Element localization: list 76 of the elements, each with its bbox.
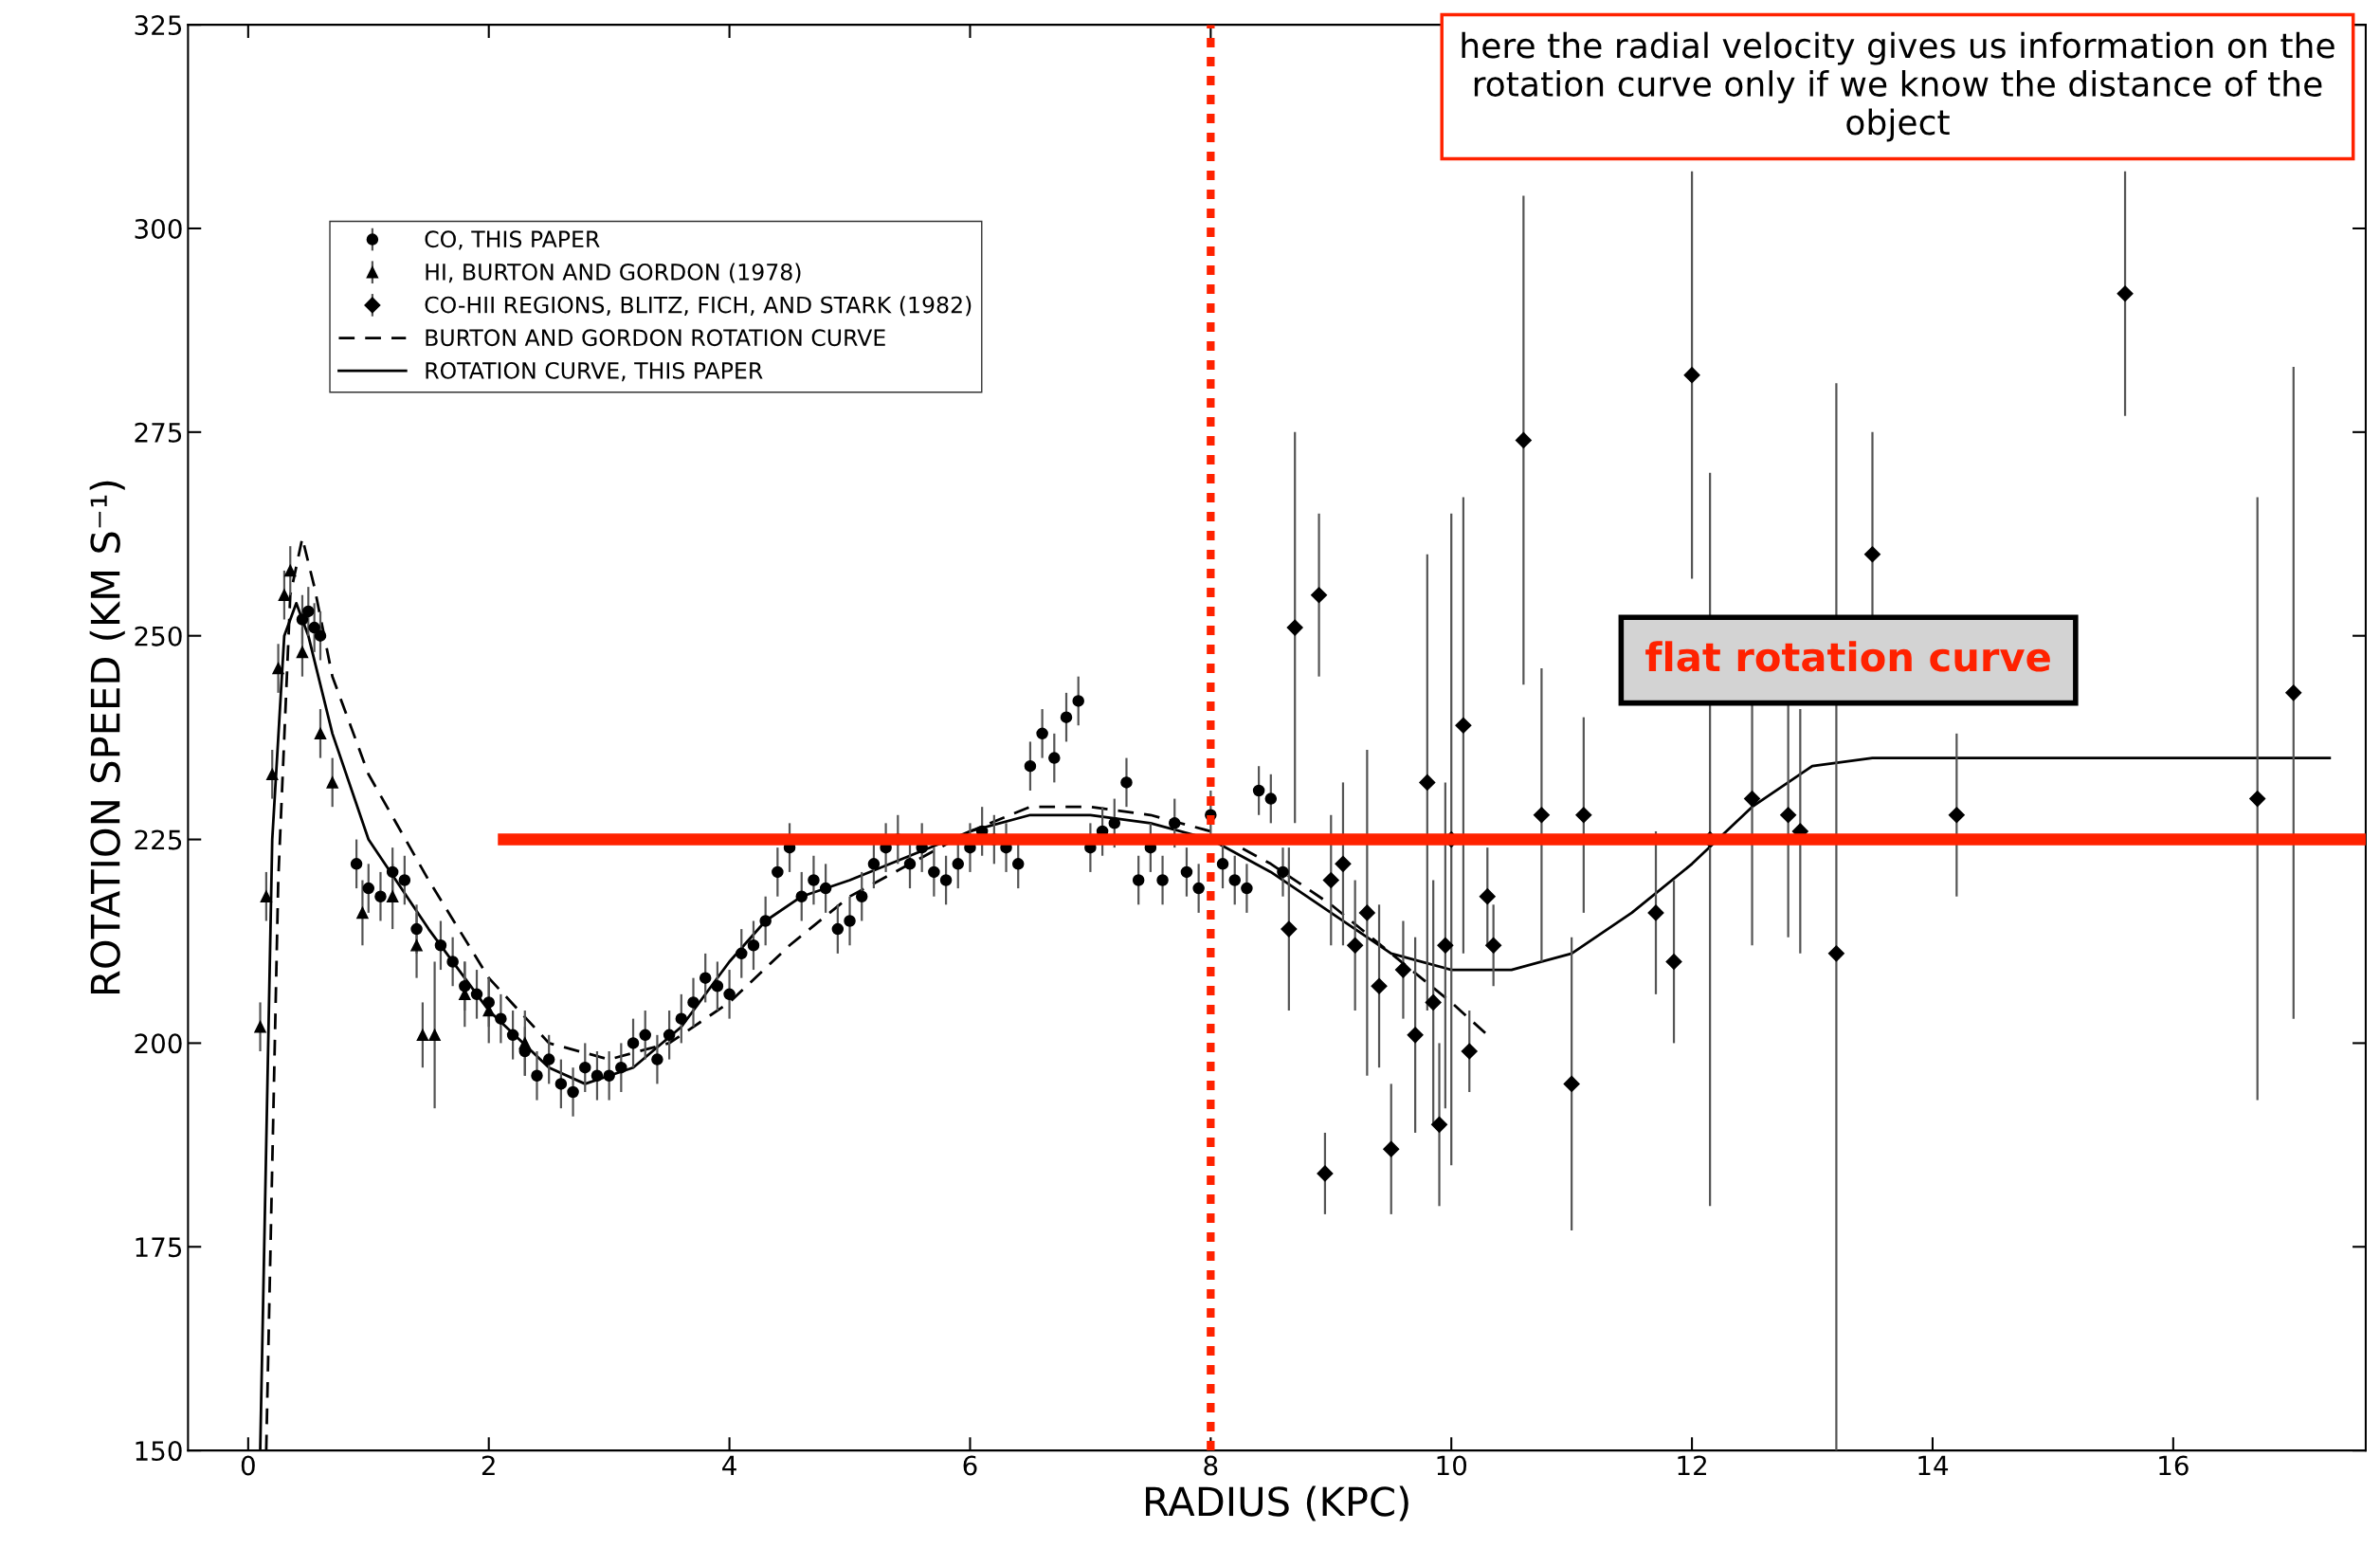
point (1371, 977, 1388, 994)
point (1665, 953, 1682, 971)
point (1515, 431, 1532, 448)
y-tick-label: 175 (136, 1237, 182, 1258)
point (1647, 904, 1664, 921)
point (296, 646, 309, 659)
point (1383, 1140, 1400, 1157)
y-tick-label: 200 (135, 1033, 182, 1054)
legend-label: ROTATION CURVE, THIS PAPER (426, 361, 763, 382)
y-tick-label: 325 (135, 15, 182, 36)
point (1407, 1027, 1424, 1044)
point (1948, 807, 1965, 824)
point (314, 727, 327, 740)
x-tick-label: 0 (241, 1455, 255, 1476)
point (1827, 945, 1844, 962)
y-tick-label: 225 (135, 829, 182, 850)
point (2249, 791, 2266, 808)
point (1425, 993, 1442, 1011)
point (1780, 807, 1797, 824)
x-tick-label: 14 (1918, 1455, 1949, 1476)
point (2285, 684, 2302, 701)
point (1744, 791, 1761, 808)
point (1533, 807, 1550, 824)
point (1317, 1165, 1334, 1182)
point (1347, 937, 1364, 954)
x-axis-title: RADIUS (KPC) (1146, 1485, 1408, 1521)
x-tick-label: 4 (722, 1455, 736, 1476)
point (416, 1029, 429, 1042)
legend-label: HI, BURTON AND GORDON (1978) (426, 263, 801, 283)
y-tick-label: 300 (135, 218, 182, 239)
point (1461, 1043, 1478, 1060)
point (1419, 774, 1436, 791)
legend-label: BURTON AND GORDON ROTATION CURVE (426, 329, 885, 347)
point (326, 776, 338, 789)
point (2117, 285, 2134, 302)
x-tick-label: 2 (481, 1455, 495, 1476)
legend-label: CO-HII REGIONS, BLITZ, FICH, AND STARK (1982) (425, 296, 972, 317)
point (1485, 937, 1502, 954)
y-tick-label: 150 (136, 1441, 182, 1462)
point (1437, 937, 1454, 954)
point (1563, 1075, 1580, 1092)
point (1322, 871, 1339, 889)
y-tick-label: 275 (135, 422, 182, 443)
point (356, 906, 369, 920)
point (284, 564, 297, 577)
x-tick-label: 12 (1678, 1455, 1706, 1476)
annotation: here the radial velocity gives us information on the rotation curve only if we know the distance of the object (1462, 31, 2335, 142)
point (278, 589, 291, 601)
point (265, 768, 279, 781)
point (254, 1020, 266, 1033)
point (1575, 807, 1592, 824)
point (518, 1037, 532, 1049)
point (1394, 961, 1411, 978)
x-tick-label: 8 (1204, 1455, 1218, 1476)
point (1479, 888, 1496, 905)
x-tick-label: 6 (963, 1455, 977, 1476)
point (428, 1029, 441, 1042)
point (1863, 546, 1881, 563)
y-axis-title: ROTATION SPEED (KM S⁻¹) (89, 481, 125, 993)
ref-line-label: flat rotation curve (1645, 641, 2050, 672)
legend-label: CO, THIS PAPER (425, 230, 600, 250)
point (410, 939, 423, 952)
x-tick-label: 10 (1437, 1455, 1467, 1476)
y-tick-label: 250 (135, 626, 182, 647)
point (1358, 904, 1375, 921)
point (1683, 367, 1700, 384)
point (1455, 717, 1472, 734)
point (260, 890, 273, 902)
point (1335, 855, 1352, 872)
point (386, 890, 399, 902)
point (272, 662, 284, 675)
point (1430, 1116, 1448, 1133)
point (1281, 920, 1298, 938)
point (1311, 587, 1328, 604)
point (1286, 619, 1303, 636)
x-tick-label: 16 (2159, 1455, 2189, 1476)
